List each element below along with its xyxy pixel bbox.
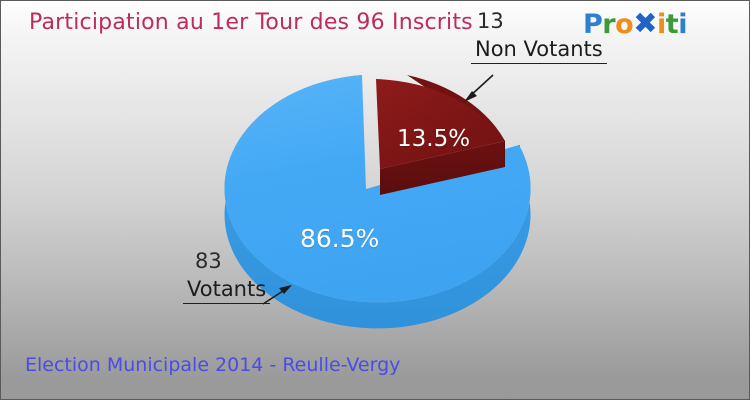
pie-slice-votants[interactable] xyxy=(224,75,531,303)
logo-letter-t: t xyxy=(665,9,679,40)
leader-line-nonvotants xyxy=(464,74,494,102)
page-title: Participation au 1er Tour des 96 Inscrit… xyxy=(29,10,473,35)
logo-letter-x: ✖ xyxy=(633,6,657,40)
logo-letter-i1: i xyxy=(657,9,666,40)
leader-line-votants xyxy=(262,285,292,305)
callout-votants-label: Votants xyxy=(183,277,271,304)
pie-slice-nonvotants[interactable] xyxy=(376,79,505,169)
slice-label-nonvotants-percent: 13.5% xyxy=(397,126,471,152)
logo-letter-o: o xyxy=(615,9,634,40)
proxiti-logo[interactable]: Pro✖iti xyxy=(583,6,687,40)
logo-letter-r: r xyxy=(602,9,616,40)
slice-label-votants-percent: 86.5% xyxy=(300,224,380,253)
callout-nonvotants-label: Non Votants xyxy=(471,37,607,64)
chart-footer: Election Municipale 2014 - Reulle-Vergy xyxy=(25,354,401,376)
callout-nonvotants-count: 13 xyxy=(477,9,504,33)
callout-votants: 83 Votants xyxy=(183,249,271,304)
callout-nonvotants: 13 Non Votants xyxy=(471,9,607,64)
logo-letter-p: P xyxy=(583,9,603,40)
callout-votants-count: 83 xyxy=(195,249,222,273)
logo-letter-i2: i xyxy=(678,9,687,40)
